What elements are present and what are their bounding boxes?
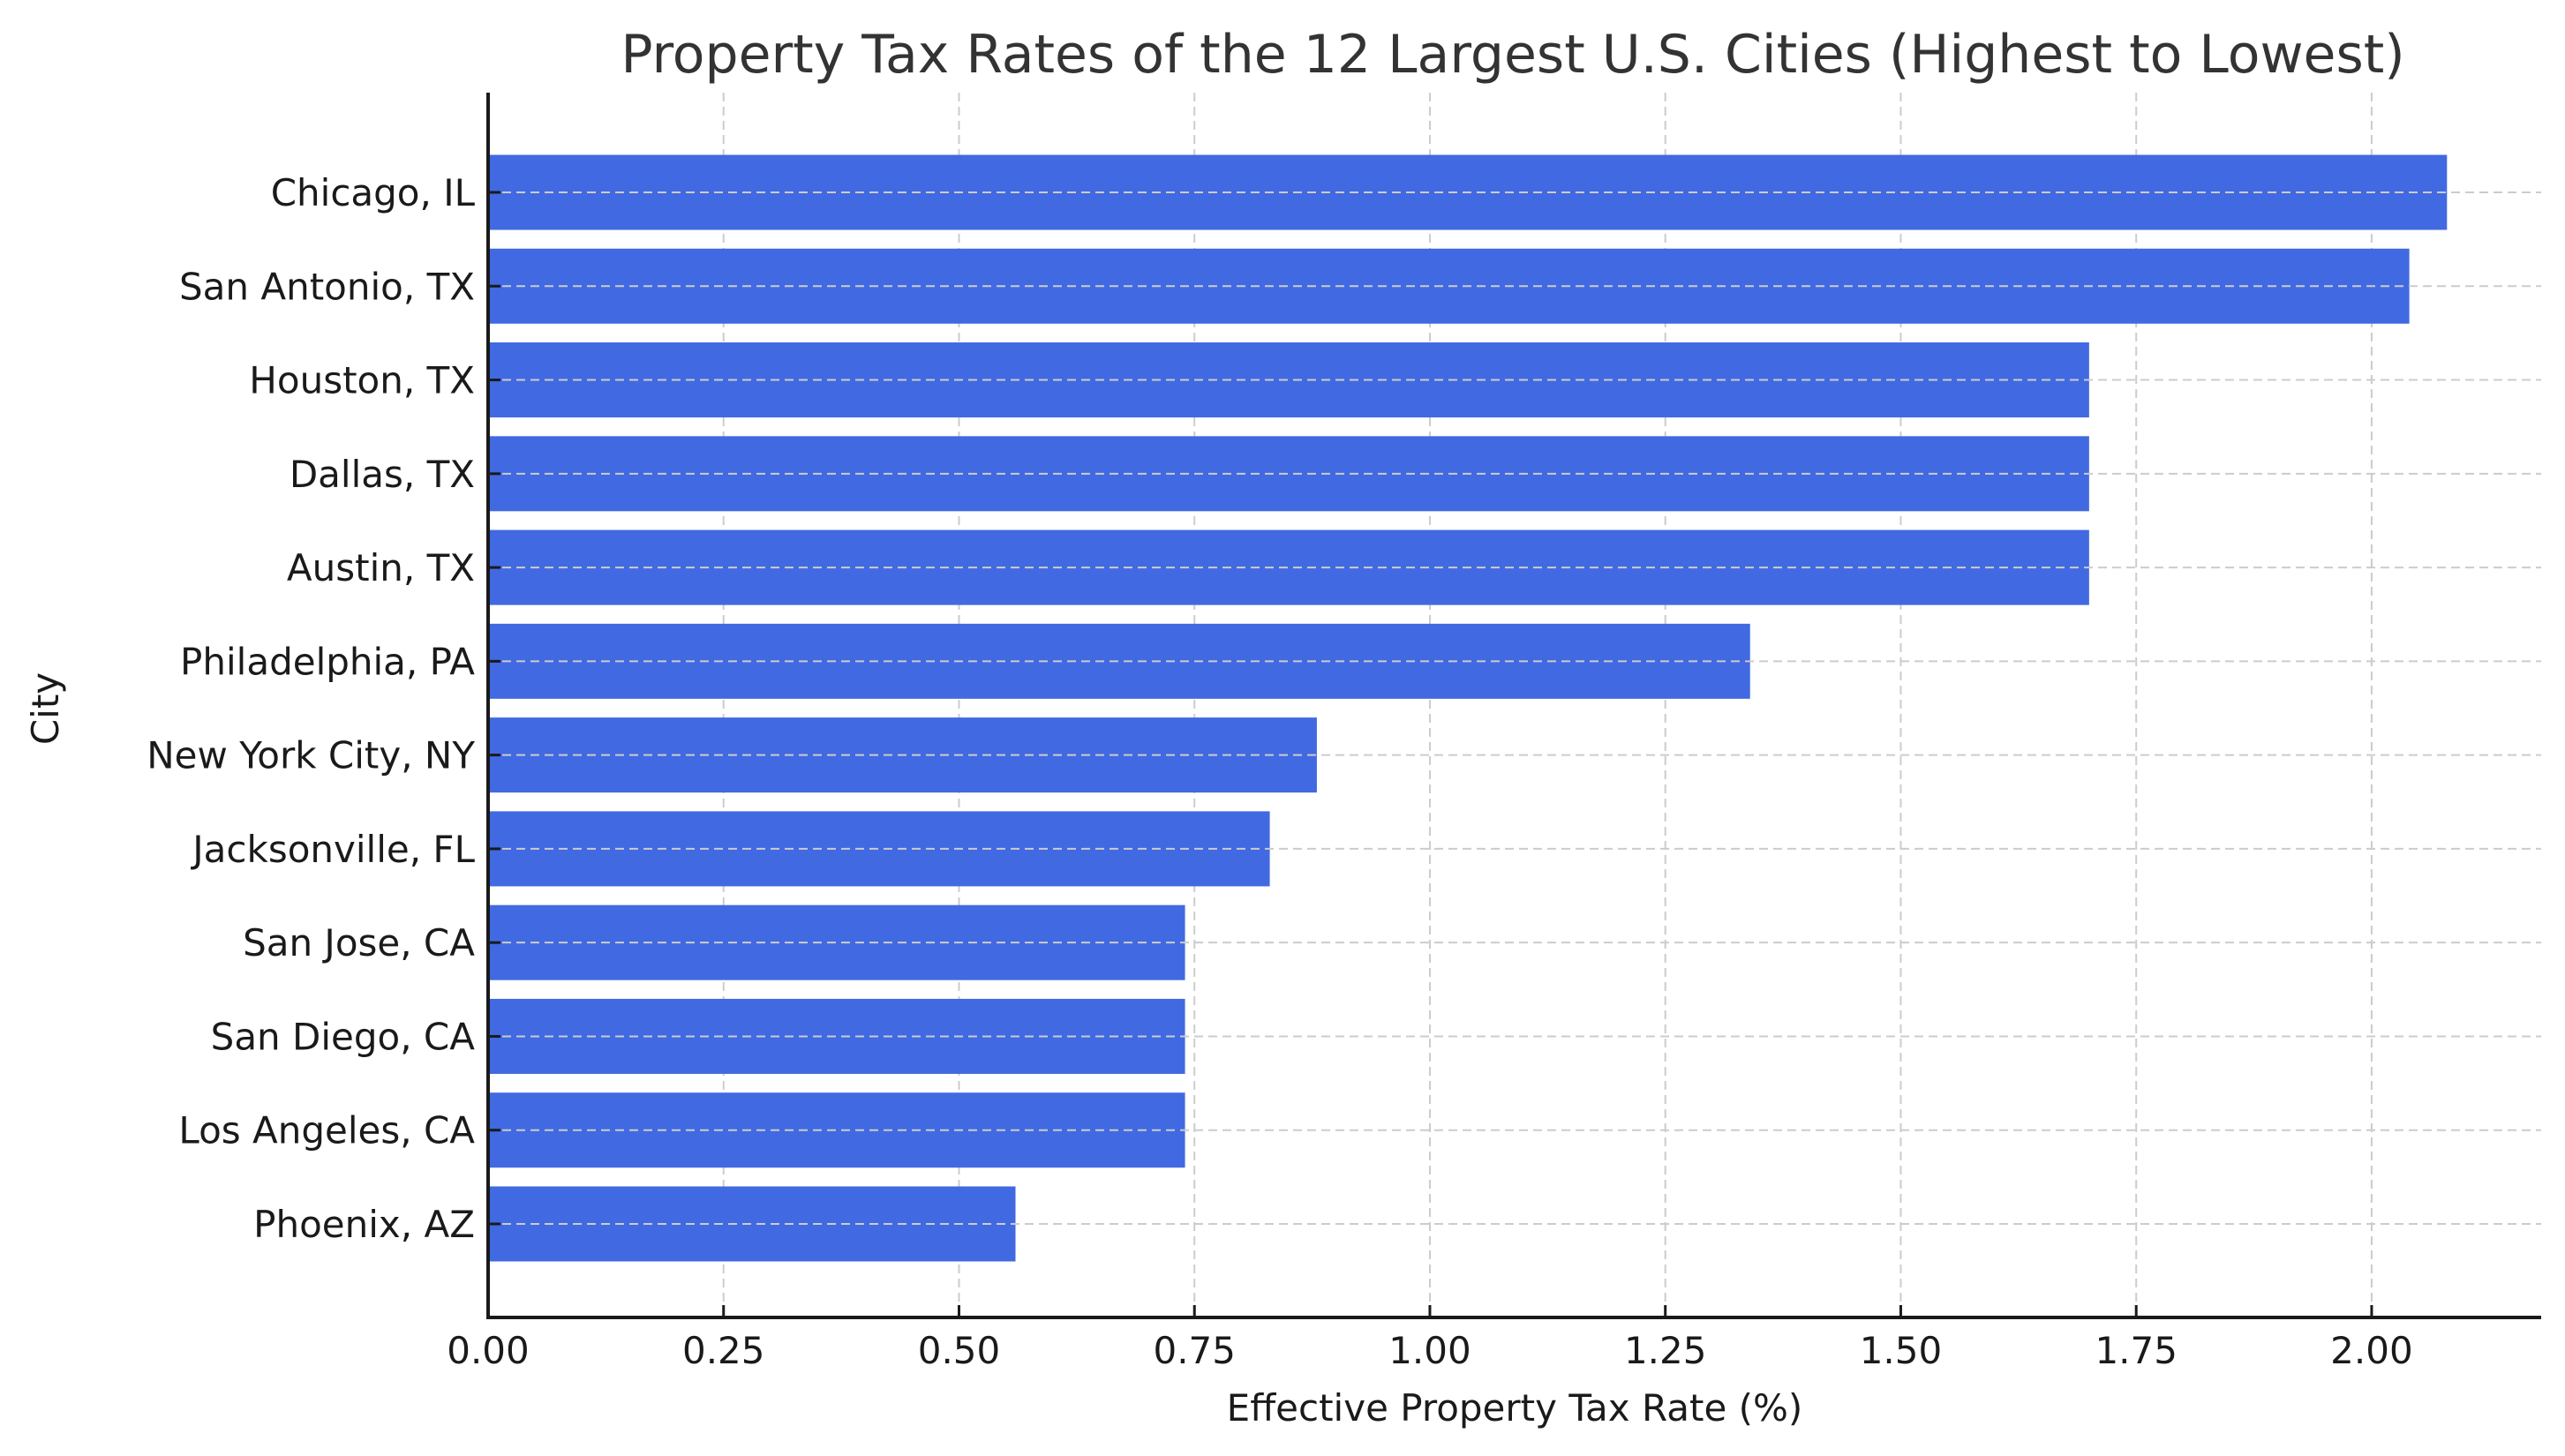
x-tick-label: 2.00 bbox=[2330, 1329, 2413, 1372]
x-axis-label: Effective Property Tax Rate (%) bbox=[1227, 1386, 1803, 1430]
x-tick-label: 0.50 bbox=[918, 1329, 1001, 1372]
y-tick-label: San Diego, CA bbox=[211, 1015, 476, 1058]
x-tick-label: 1.00 bbox=[1388, 1329, 1471, 1372]
y-tick-label: Austin, TX bbox=[287, 546, 475, 589]
y-tick-label: Dallas, TX bbox=[290, 453, 475, 496]
y-axis-label: City bbox=[24, 672, 67, 745]
hgrid-over-layer bbox=[488, 191, 2541, 1225]
y-tick-label: Chicago, IL bbox=[271, 171, 476, 214]
y-tick-label: Los Angeles, CA bbox=[178, 1109, 475, 1152]
x-tick-labels: 0.00 0.25 0.50 0.75 1.00 1.25 1.50 1.75 2.00 bbox=[447, 1329, 2412, 1372]
y-tick-label: Houston, TX bbox=[249, 359, 475, 402]
x-tick-label: 0.25 bbox=[682, 1329, 765, 1372]
y-tick-label: San Antonio, TX bbox=[179, 265, 475, 308]
y-tick-label: Philadelphia, PA bbox=[180, 640, 475, 683]
y-tick-label: Phoenix, AZ bbox=[253, 1203, 475, 1246]
x-tick-label: 1.75 bbox=[2095, 1329, 2178, 1372]
x-tick-label: 0.75 bbox=[1153, 1329, 1236, 1372]
y-tick-label: Jacksonville, FL bbox=[190, 828, 475, 871]
chart-title: Property Tax Rates of the 12 Largest U.S… bbox=[621, 24, 2404, 86]
x-tick-label: 1.25 bbox=[1624, 1329, 1707, 1372]
bar-layer bbox=[488, 154, 2448, 1262]
y-tick-label: San Jose, CA bbox=[243, 921, 475, 964]
x-tick-label: 1.50 bbox=[1860, 1329, 1943, 1372]
y-tick-labels: Chicago, IL San Antonio, TX Houston, TX Dal… bbox=[147, 171, 475, 1246]
axes-layer bbox=[486, 93, 2541, 1319]
y-tick-label: New York City, NY bbox=[147, 734, 475, 777]
x-tick-label: 0.00 bbox=[447, 1329, 530, 1372]
